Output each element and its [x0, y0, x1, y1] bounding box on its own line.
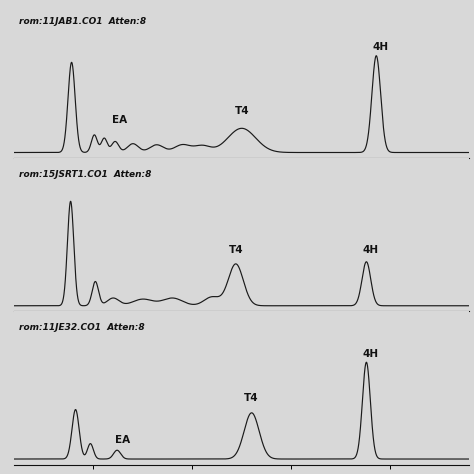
- Text: 4H: 4H: [362, 349, 378, 359]
- Text: EA: EA: [116, 435, 131, 445]
- Text: T4: T4: [244, 393, 259, 403]
- Text: T4: T4: [235, 106, 249, 116]
- Text: T4: T4: [228, 245, 243, 255]
- Text: 4H: 4H: [372, 42, 388, 53]
- Text: EA: EA: [111, 115, 127, 125]
- Text: rom:15JSRT1.CO1  Atten:8: rom:15JSRT1.CO1 Atten:8: [19, 170, 151, 179]
- Text: rom:11JAB1.CO1  Atten:8: rom:11JAB1.CO1 Atten:8: [19, 17, 146, 26]
- Text: rom:11JE32.CO1  Atten:8: rom:11JE32.CO1 Atten:8: [19, 323, 145, 332]
- Text: 4H: 4H: [362, 245, 378, 255]
